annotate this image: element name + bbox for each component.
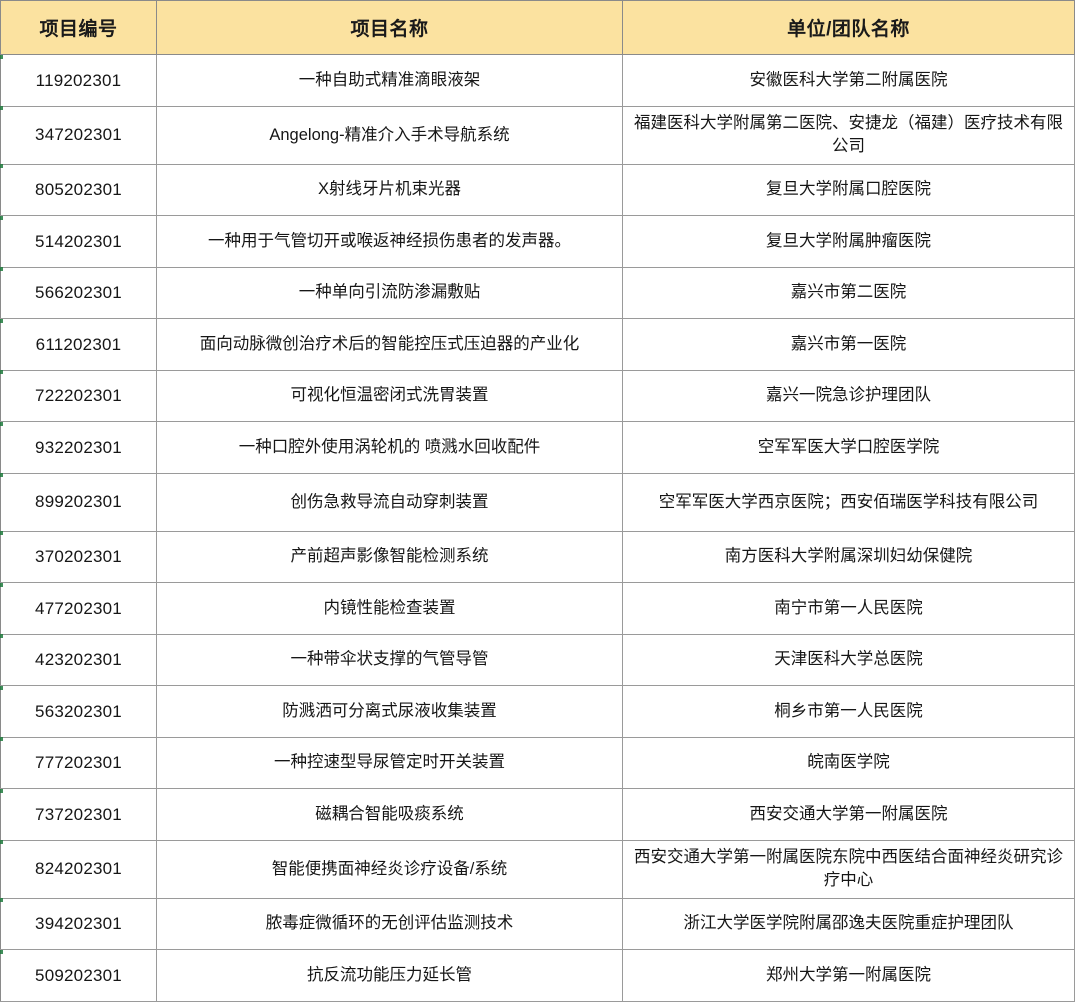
cell-unit-team-name: 西安交通大学第一附属医院 — [622, 788, 1075, 841]
cell-unit-team-name: 天津医科大学总医院 — [622, 634, 1075, 686]
table-row[interactable]: 119202301 一种自助式精准滴眼液架 安徽医科大学第二附属医院 — [0, 54, 1075, 107]
cell-project-name: 一种控速型导尿管定时开关装置 — [156, 737, 623, 789]
cell-project-name: 抗反流功能压力延长管 — [156, 949, 623, 1002]
cell-unit-team-name: 嘉兴市第一医院 — [622, 318, 1075, 371]
cell-project-name: 脓毒症微循环的无创评估监测技术 — [156, 898, 623, 950]
cell-project-name: 磁耦合智能吸痰系统 — [156, 788, 623, 841]
table-row[interactable]: 777202301 一种控速型导尿管定时开关装置 皖南医学院 — [0, 737, 1075, 789]
cell-project-name: 产前超声影像智能检测系统 — [156, 531, 623, 583]
cell-project-name: X射线牙片机束光器 — [156, 164, 623, 216]
cell-project-code: 566202301 — [0, 267, 157, 319]
cell-project-name: 面向动脉微创治疗术后的智能控压式压迫器的产业化 — [156, 318, 623, 371]
cell-unit-team-name: 嘉兴一院急诊护理团队 — [622, 370, 1075, 422]
cell-unit-team-name: 空军军医大学口腔医学院 — [622, 421, 1075, 474]
cell-unit-team-name: 浙江大学医学院附属邵逸夫医院重症护理团队 — [622, 898, 1075, 950]
cell-unit-team-name: 皖南医学院 — [622, 737, 1075, 789]
cell-unit-team-name: 西安交通大学第一附属医院东院中西医结合面神经炎研究诊疗中心 — [622, 840, 1075, 899]
table-header: 项目编号 项目名称 单位/团队名称 — [0, 0, 1075, 55]
cell-project-name: 一种带伞状支撑的气管导管 — [156, 634, 623, 686]
table-row[interactable]: 805202301 X射线牙片机束光器 复旦大学附属口腔医院 — [0, 164, 1075, 216]
cell-project-code: 394202301 — [0, 898, 157, 950]
cell-project-code: 805202301 — [0, 164, 157, 216]
cell-project-name: 一种用于气管切开或喉返神经损伤患者的发声器。 — [156, 215, 623, 268]
cell-unit-team-name: 复旦大学附属肿瘤医院 — [622, 215, 1075, 268]
cell-unit-team-name: 嘉兴市第二医院 — [622, 267, 1075, 319]
table-row[interactable]: 514202301 一种用于气管切开或喉返神经损伤患者的发声器。 复旦大学附属肿瘤医… — [0, 215, 1075, 268]
column-header-project-code: 项目编号 — [0, 0, 157, 55]
cell-unit-team-name: 空军军医大学西京医院；西安佰瑞医学科技有限公司 — [622, 473, 1075, 532]
cell-project-code: 347202301 — [0, 106, 157, 165]
table-row[interactable]: 737202301 磁耦合智能吸痰系统 西安交通大学第一附属医院 — [0, 788, 1075, 841]
cell-unit-team-name: 桐乡市第一人民医院 — [622, 685, 1075, 738]
cell-project-code: 509202301 — [0, 949, 157, 1002]
cell-project-name: 智能便携面神经炎诊疗设备/系统 — [156, 840, 623, 899]
table-row[interactable]: 477202301 内镜性能检查装置 南宁市第一人民医院 — [0, 582, 1075, 635]
cell-unit-team-name: 福建医科大学附属第二医院、安捷龙（福建）医疗技术有限公司 — [622, 106, 1075, 165]
cell-project-name: 内镜性能检查装置 — [156, 582, 623, 635]
cell-unit-team-name: 南宁市第一人民医院 — [622, 582, 1075, 635]
table-row[interactable]: 423202301 一种带伞状支撑的气管导管 天津医科大学总医院 — [0, 634, 1075, 686]
table-row[interactable]: 566202301 一种单向引流防渗漏敷贴 嘉兴市第二医院 — [0, 267, 1075, 319]
table-row[interactable]: 370202301 产前超声影像智能检测系统 南方医科大学附属深圳妇幼保健院 — [0, 531, 1075, 583]
cell-project-code: 722202301 — [0, 370, 157, 422]
cell-project-code: 563202301 — [0, 685, 157, 738]
table-row[interactable]: 394202301 脓毒症微循环的无创评估监测技术 浙江大学医学院附属邵逸夫医院重症… — [0, 898, 1075, 950]
column-header-project-name: 项目名称 — [156, 0, 623, 55]
cell-unit-team-name: 南方医科大学附属深圳妇幼保健院 — [622, 531, 1075, 583]
table-body: 119202301 一种自助式精准滴眼液架 安徽医科大学第二附属医院 34720230… — [0, 54, 1075, 1002]
cell-project-code: 477202301 — [0, 582, 157, 635]
header-row: 项目编号 项目名称 单位/团队名称 — [0, 0, 1075, 55]
cell-unit-team-name: 郑州大学第一附属医院 — [622, 949, 1075, 1002]
cell-project-code: 777202301 — [0, 737, 157, 789]
cell-project-name: Angelong-精准介入手术导航系统 — [156, 106, 623, 165]
table-row[interactable]: 932202301 一种口腔外使用涡轮机的 喷溅水回收配件 空军军医大学口腔医学院 — [0, 421, 1075, 474]
cell-project-code: 737202301 — [0, 788, 157, 841]
cell-project-code: 611202301 — [0, 318, 157, 371]
table-row[interactable]: 509202301 抗反流功能压力延长管 郑州大学第一附属医院 — [0, 949, 1075, 1002]
cell-project-name: 防溅洒可分离式尿液收集装置 — [156, 685, 623, 738]
table-row[interactable]: 824202301 智能便携面神经炎诊疗设备/系统 西安交通大学第一附属医院东院中西… — [0, 840, 1075, 899]
table-row[interactable]: 563202301 防溅洒可分离式尿液收集装置 桐乡市第一人民医院 — [0, 685, 1075, 738]
cell-project-code: 824202301 — [0, 840, 157, 899]
cell-project-code: 370202301 — [0, 531, 157, 583]
cell-project-code: 899202301 — [0, 473, 157, 532]
cell-project-code: 423202301 — [0, 634, 157, 686]
table-row[interactable]: 722202301 可视化恒温密闭式洗胃装置 嘉兴一院急诊护理团队 — [0, 370, 1075, 422]
cell-project-name: 一种口腔外使用涡轮机的 喷溅水回收配件 — [156, 421, 623, 474]
cell-project-name: 可视化恒温密闭式洗胃装置 — [156, 370, 623, 422]
cell-project-name: 一种自助式精准滴眼液架 — [156, 54, 623, 107]
table-row[interactable]: 611202301 面向动脉微创治疗术后的智能控压式压迫器的产业化 嘉兴市第一医院 — [0, 318, 1075, 371]
cell-project-name: 创伤急救导流自动穿刺装置 — [156, 473, 623, 532]
table-row[interactable]: 347202301 Angelong-精准介入手术导航系统 福建医科大学附属第二医院… — [0, 106, 1075, 165]
cell-project-code: 932202301 — [0, 421, 157, 474]
cell-project-code: 514202301 — [0, 215, 157, 268]
table-row[interactable]: 899202301 创伤急救导流自动穿刺装置 空军军医大学西京医院；西安佰瑞医学科技… — [0, 473, 1075, 532]
cell-unit-team-name: 复旦大学附属口腔医院 — [622, 164, 1075, 216]
column-header-unit-team-name: 单位/团队名称 — [622, 0, 1075, 55]
cell-unit-team-name: 安徽医科大学第二附属医院 — [622, 54, 1075, 107]
cell-project-name: 一种单向引流防渗漏敷贴 — [156, 267, 623, 319]
cell-project-code: 119202301 — [0, 54, 157, 107]
